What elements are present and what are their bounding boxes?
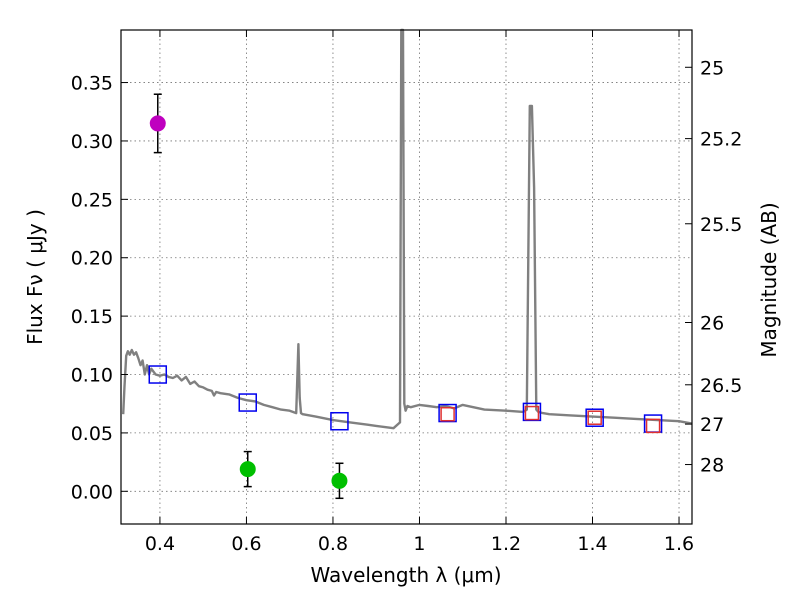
x-axis-ticks: 0.4 0.6 0.8 1 1.2 1.4 1.6 xyxy=(145,30,694,555)
right-tick-label: 28 xyxy=(700,455,724,477)
y-tick-label: 0.15 xyxy=(71,306,113,328)
right-axis-ticks: 25 25.2 25.5 26 26.5 27 28 xyxy=(685,57,742,477)
right-axis-label: Magnitude (AB) xyxy=(757,202,781,357)
right-tick-label: 26.5 xyxy=(700,375,742,397)
x-tick-label: 1.4 xyxy=(577,533,607,555)
model-photometry-point xyxy=(438,403,457,423)
red-photometry-point xyxy=(440,406,455,422)
red-photometry-point xyxy=(645,418,661,434)
photometry-point xyxy=(149,115,166,132)
x-tick-label: 1 xyxy=(413,533,425,555)
x-tick-label: 0.8 xyxy=(318,533,348,555)
model-photometry-point xyxy=(148,365,168,384)
model-photometry-point xyxy=(585,408,604,427)
y-tick-label: 0.20 xyxy=(71,248,113,270)
y-tick-label: 0.35 xyxy=(71,73,113,95)
model-photometry-point xyxy=(522,402,542,422)
y-tick-label: 0.30 xyxy=(71,131,113,153)
y-tick-label: 0.25 xyxy=(71,189,113,211)
red-photometry-point xyxy=(524,405,540,421)
grid-lines xyxy=(121,30,692,524)
photometry-point xyxy=(239,461,256,478)
photometry-point xyxy=(331,472,348,489)
model-photometry-point xyxy=(238,393,257,412)
plot-frame xyxy=(120,29,693,525)
x-tick-label: 1.2 xyxy=(491,533,521,555)
x-axis-label: Wavelength λ (μm) xyxy=(310,563,501,587)
x-tick-label: 0.6 xyxy=(231,533,261,555)
y-axis-ticks: 0.00 0.05 0.10 0.15 0.20 0.25 0.30 0.35 xyxy=(71,73,128,503)
data-series xyxy=(122,28,693,500)
x-tick-label: 0.4 xyxy=(145,533,175,555)
right-tick-label: 26 xyxy=(700,312,724,334)
y-axis-label: Flux Fν ( μJy ) xyxy=(23,209,47,345)
right-tick-label: 25.5 xyxy=(700,214,742,236)
y-tick-label: 0.00 xyxy=(71,481,113,503)
right-tick-label: 25 xyxy=(700,57,724,79)
y-tick-label: 0.10 xyxy=(71,365,113,387)
y-tick-label: 0.05 xyxy=(71,423,113,445)
spectrum-line xyxy=(122,28,693,430)
x-tick-label: 1.6 xyxy=(664,533,694,555)
right-tick-label: 25.2 xyxy=(700,129,742,151)
red-photometry-point xyxy=(587,410,602,425)
right-tick-label: 27 xyxy=(700,414,724,436)
model-photometry-point xyxy=(330,411,349,431)
